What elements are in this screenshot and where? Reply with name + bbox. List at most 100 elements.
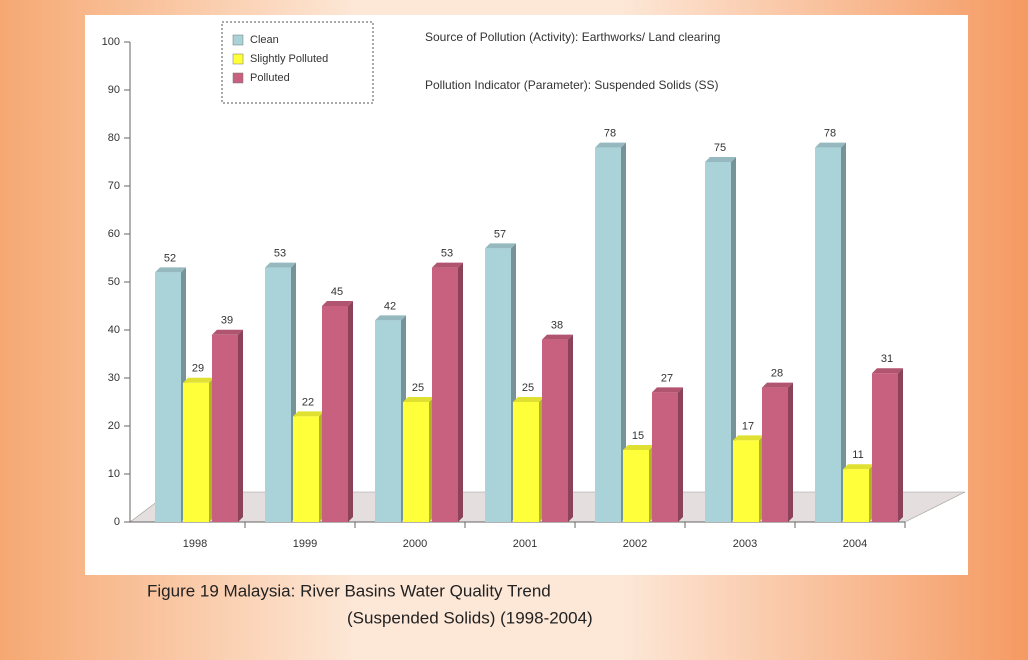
bar bbox=[542, 339, 568, 522]
bar bbox=[595, 147, 621, 522]
caption: (Suspended Solids) (1998-2004) bbox=[347, 608, 593, 627]
bar-top bbox=[595, 142, 626, 148]
bar-side bbox=[731, 157, 736, 522]
bar-top bbox=[815, 142, 846, 148]
legend-swatch bbox=[232, 34, 244, 46]
data-label: 17 bbox=[742, 420, 754, 432]
bar bbox=[705, 162, 731, 522]
bar-side bbox=[841, 142, 846, 522]
data-label: 25 bbox=[412, 382, 424, 394]
bar-side bbox=[348, 301, 353, 522]
bar bbox=[403, 402, 429, 522]
data-label: 11 bbox=[852, 449, 863, 461]
y-tick-label: 0 bbox=[114, 516, 120, 528]
bar-top bbox=[843, 464, 874, 470]
y-tick-label: 70 bbox=[108, 180, 120, 192]
legend-label: Clean bbox=[250, 34, 279, 46]
bar-top bbox=[623, 445, 654, 450]
data-label: 31 bbox=[881, 353, 893, 365]
data-label: 53 bbox=[441, 248, 453, 260]
x-tick-label: 1999 bbox=[293, 538, 317, 550]
y-tick-label: 50 bbox=[108, 276, 120, 288]
bar-top bbox=[375, 315, 406, 321]
y-tick-label: 40 bbox=[108, 324, 120, 336]
bar bbox=[843, 469, 869, 522]
data-label: 45 bbox=[331, 286, 343, 298]
bar bbox=[293, 416, 319, 522]
bar bbox=[375, 320, 401, 522]
caption: Figure 19 Malaysia: River Basins Water Q… bbox=[147, 581, 551, 600]
bar-top bbox=[652, 387, 683, 393]
chart-subtitle: Pollution Indicator (Parameter): Suspend… bbox=[425, 78, 718, 92]
bar-side bbox=[898, 368, 903, 522]
y-tick-label: 20 bbox=[108, 420, 120, 432]
bar bbox=[212, 334, 238, 522]
bar bbox=[513, 402, 539, 522]
data-label: 15 bbox=[632, 430, 644, 442]
bar bbox=[155, 272, 181, 522]
x-tick-label: 1998 bbox=[183, 538, 207, 550]
y-tick-label: 80 bbox=[108, 132, 120, 144]
y-tick-label: 60 bbox=[108, 228, 120, 240]
bar bbox=[872, 373, 898, 522]
bar-top bbox=[733, 435, 764, 441]
legend-swatch bbox=[232, 53, 244, 65]
bar-top bbox=[432, 262, 463, 268]
data-label: 25 bbox=[522, 382, 534, 394]
bar-top bbox=[762, 382, 793, 388]
bar-top bbox=[155, 267, 186, 273]
bar-side bbox=[458, 262, 463, 522]
bar-top bbox=[403, 397, 434, 402]
bar bbox=[762, 387, 788, 522]
bar-top bbox=[265, 262, 296, 268]
bar-side bbox=[788, 382, 793, 522]
bar-side bbox=[678, 387, 683, 522]
bar bbox=[432, 267, 458, 522]
data-label: 39 bbox=[221, 315, 233, 327]
bar-top bbox=[183, 377, 214, 383]
data-label: 53 bbox=[274, 248, 286, 260]
x-tick-label: 2001 bbox=[513, 538, 537, 550]
data-label: 27 bbox=[661, 372, 673, 384]
bar-top bbox=[322, 301, 353, 306]
chart-title: Source of Pollution (Activity): Earthwor… bbox=[425, 30, 720, 44]
bar bbox=[652, 392, 678, 522]
y-tick-label: 30 bbox=[108, 372, 120, 384]
data-label: 78 bbox=[604, 128, 616, 140]
bar-top bbox=[542, 334, 573, 340]
y-tick-label: 100 bbox=[102, 36, 120, 48]
bar bbox=[733, 440, 759, 522]
data-label: 38 bbox=[551, 320, 563, 332]
x-tick-label: 2002 bbox=[623, 538, 647, 550]
bar bbox=[265, 267, 291, 522]
bar bbox=[485, 248, 511, 522]
data-label: 42 bbox=[384, 300, 396, 312]
data-label: 28 bbox=[771, 368, 783, 380]
bar bbox=[815, 147, 841, 522]
y-tick-label: 10 bbox=[108, 468, 120, 480]
legend-label: Slightly Polluted bbox=[250, 53, 328, 65]
data-label: 22 bbox=[302, 396, 314, 408]
legend-swatch bbox=[232, 72, 244, 84]
bar-top bbox=[212, 329, 243, 335]
data-label: 29 bbox=[192, 363, 204, 375]
x-tick-label: 2003 bbox=[733, 538, 757, 550]
bar bbox=[183, 382, 209, 522]
legend-label: Polluted bbox=[250, 72, 290, 84]
bar-side bbox=[621, 142, 626, 522]
bar-top bbox=[485, 243, 516, 249]
bar-top bbox=[705, 157, 736, 162]
bar-side bbox=[238, 329, 243, 522]
bar bbox=[623, 450, 649, 522]
data-label: 75 bbox=[714, 142, 726, 154]
legend-box bbox=[221, 21, 374, 104]
data-label: 78 bbox=[824, 128, 836, 140]
y-tick-label: 90 bbox=[108, 84, 120, 96]
data-label: 57 bbox=[494, 228, 506, 240]
x-tick-label: 2000 bbox=[403, 538, 427, 550]
bar-top bbox=[293, 411, 324, 417]
bar-side bbox=[568, 334, 573, 522]
bar-top bbox=[513, 397, 544, 402]
bar-top bbox=[872, 368, 903, 374]
